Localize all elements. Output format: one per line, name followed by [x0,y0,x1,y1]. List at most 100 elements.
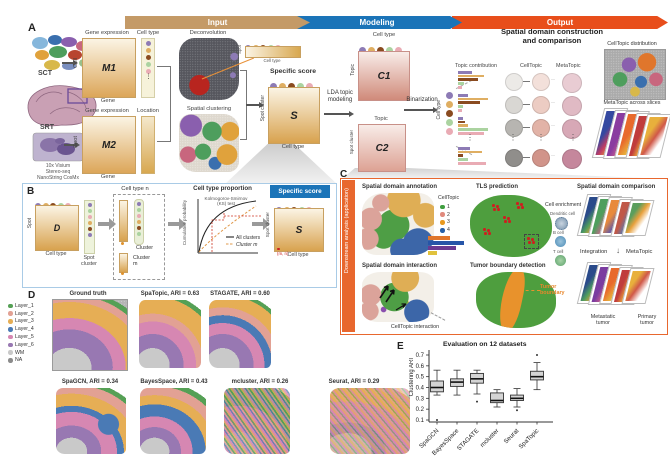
panelC-label: C [340,169,348,180]
lda-arrow [324,111,354,116]
connector-img-stub2 [240,139,246,140]
sB-matrix: S [274,208,324,252]
dendritic-cell-icon [555,217,568,230]
deconvolution-image [179,38,239,100]
legend-dot-4 [440,228,445,233]
cluster-bar-tall-dot [121,242,124,245]
flow-line [523,127,530,128]
interaction-map [362,272,434,322]
annotation-title: Spatial domain annotation [362,184,438,190]
annotation-legend-title: CellTopic [438,195,460,201]
y-tick: 0.6 [416,364,425,370]
srt-to-m2-arrow [64,142,80,147]
c1-matrix: C1 [358,51,410,101]
interaction-title: Spatial domain interaction [362,263,438,269]
t-cell-icon [555,255,566,266]
map-title-spatopic: SpaTopic, ARI = 0.63 [140,291,200,297]
spot-cluster-strip-label: Spot cluster [81,255,97,268]
map-title-mcluster: mcluster, ARI = 0.26 [231,379,289,385]
tls-red-cluster [503,216,506,219]
topic-contribution-rows [458,71,504,171]
annotation-bars [428,236,464,255]
vdots-1: ⋮ [466,133,474,142]
m1-bottom-label: Gene [100,98,116,104]
boxplot-title: Evaluation on 12 datasets [443,341,527,348]
topic-row [458,94,488,112]
tumor-region [495,272,529,328]
spatial-clustering-image [179,114,239,172]
c2-matrix-label: C2 [375,142,389,154]
flow-line [523,104,530,105]
topic-circle [505,96,523,114]
ks-test-label: Kolmogorov-Smirnov (KS) test [204,196,248,207]
metatopic-circle [562,149,582,169]
cluster-dots-strip [134,199,144,245]
bracket-to-s-arrow [246,102,264,107]
srt-tissue-illustration [32,132,84,162]
celltype-axis-label: Cell type [436,100,442,120]
map-spatopic [139,300,201,368]
connector-m1-stub [157,66,170,67]
legend-dot-1 [440,204,445,210]
annotation-legend-item: 3 [440,219,450,227]
panelC-box [340,178,668,335]
s-matrix-label: S [290,109,298,122]
c2-top-label: Topic [374,116,388,122]
map-ground-truth [52,299,128,371]
annotation-map [362,193,434,255]
integration-down-arrow-icon: ↓ [616,246,620,255]
metatopic-circle [562,119,582,139]
c1-side-label: Topic [350,64,356,76]
interaction-caption: CellTopic interaction [390,324,440,330]
metatopic-circle [562,96,582,116]
x-label-mcluster: mcluster [479,427,500,448]
s-matrix: S [268,87,320,144]
legend-dot-3 [440,220,445,225]
comparison-title: Spatial domain comparison [577,184,656,190]
celltype-axis-dots [446,90,453,135]
map-title-bayesspace: BayesSpace, ARI = 0.43 [140,379,208,385]
m2-location-strip [141,116,155,174]
deconvolution-bar-bottom: Cell type [263,58,281,63]
connector-m2-stub [157,141,170,142]
celltopic-circle [532,96,550,114]
output-section-title: Spatial domain construction and comparis… [500,27,604,45]
cluster-bar-short-dot [121,272,124,275]
d-matrix-bottom: Cell type [45,251,67,257]
header-arrow-modeling: Modeling [292,16,462,29]
panelC-sidebar: Downstream analysis (application) [341,179,355,332]
panelA-label: A [28,22,36,34]
m2-col-label: Location [137,108,159,114]
panelE-label: E [397,341,404,352]
cluster-label: Cluster [136,245,154,251]
y-tick: 0.1 [416,418,425,424]
brain-illustration [27,85,97,127]
panelD-legend-item: Layer_2 [8,310,34,318]
sB-cell-label: (m, n) [277,251,289,257]
panelC-sidebar-label: Downstream analysis (application) [343,187,350,273]
cluster-m-label: Cluster m [133,255,151,268]
cell-enrichment-label: Cell enrichment [545,202,582,208]
annotation-legend-item: 4 [440,226,450,234]
map-mcluster [224,388,290,454]
m1-top-label: Gene expression [85,30,129,36]
sB-matrix-side: Spot cluster [266,212,271,238]
s-matrix-bottom: Cell type [281,144,305,150]
flow-dots: ·· [551,123,555,129]
annotation-legend-item: 1 [440,203,450,211]
flow-dots: ·· [551,77,555,83]
platform-1: 10x Visium [45,163,71,169]
specific-score-title: Specific score [269,68,317,75]
header-modeling-label: Modeling [359,18,395,27]
map-bayesspace [140,388,206,454]
panelD-legend-item: Layer_4 [8,325,34,333]
interaction-arrows [379,285,407,311]
topic-row [458,147,486,165]
vdots-2: ⋮ [509,133,517,142]
topic-contribution-header: Topic contribution [455,63,497,69]
y-tick: 0.5 [416,375,425,381]
deconvolution-title: Deconvolution [189,30,227,36]
map-spagcn [56,388,126,454]
d-matrix-label: D [53,223,61,233]
panelD-legend-item: Layer_1 [8,302,34,310]
